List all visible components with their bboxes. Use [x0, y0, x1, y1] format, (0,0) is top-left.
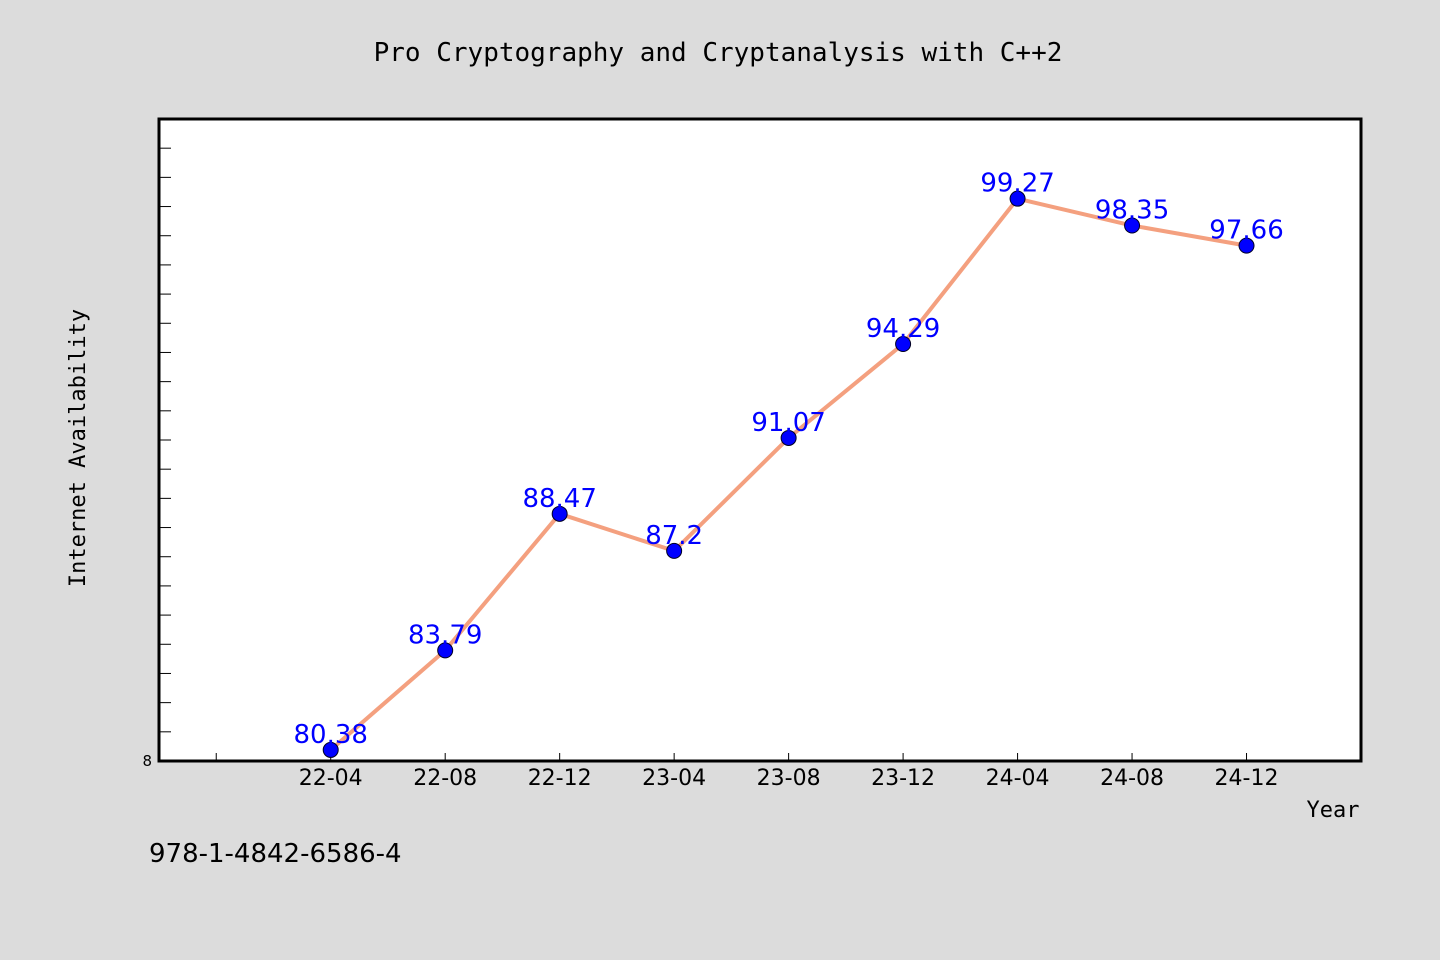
plot-area	[159, 119, 1361, 761]
data-point	[322, 741, 339, 758]
x-tick-label: 22-04	[299, 766, 363, 791]
chart-title: Pro Cryptography and Cryptanalysis with …	[374, 38, 1063, 68]
x-tick-label: 22-12	[528, 766, 592, 791]
plot-frame	[157, 117, 1363, 763]
y-tick-label: 8	[142, 752, 152, 770]
y-axis-ticks: 8	[142, 118, 171, 770]
x-tick-label: 22-08	[413, 766, 477, 791]
data-point	[1009, 190, 1026, 207]
data-point	[551, 505, 568, 522]
data-label: 99.27	[980, 169, 1054, 199]
x-axis-title: Year	[1307, 798, 1360, 823]
x-tick-label: 24-12	[1215, 766, 1279, 791]
data-label: 98.35	[1095, 196, 1169, 226]
x-tick-label: 23-04	[642, 766, 706, 791]
data-label: 88.47	[522, 484, 596, 514]
data-point	[1124, 217, 1141, 234]
data-label: 94.29	[866, 314, 940, 344]
data-point	[1238, 237, 1255, 254]
data-point	[437, 642, 454, 659]
data-label: 83.79	[408, 620, 482, 650]
data-label: 87.2	[645, 521, 703, 551]
data-label: 97.66	[1209, 216, 1283, 246]
y-axis-title: Internet Availability	[66, 309, 91, 587]
x-tick-label: 23-12	[871, 766, 935, 791]
isbn-text: 978-1-4842-6586-4	[149, 839, 402, 869]
data-label: 91.07	[751, 408, 825, 438]
x-tick-label: 24-04	[986, 766, 1050, 791]
data-label: 80.38	[293, 720, 367, 750]
x-axis-ticks: 22-04 22-08 22-12 23-04 23-08 23-12 24-04 24-08…	[215, 753, 1279, 791]
x-tick-label: 23-08	[757, 766, 821, 791]
data-point	[780, 429, 797, 446]
series-layer: 80.38 83.79 88.47 87.2 91.07 94.29 99.27 98.35 9…	[293, 169, 1284, 758]
x-tick-label: 24-08	[1100, 766, 1164, 791]
data-point	[666, 542, 683, 559]
data-point	[895, 335, 912, 352]
